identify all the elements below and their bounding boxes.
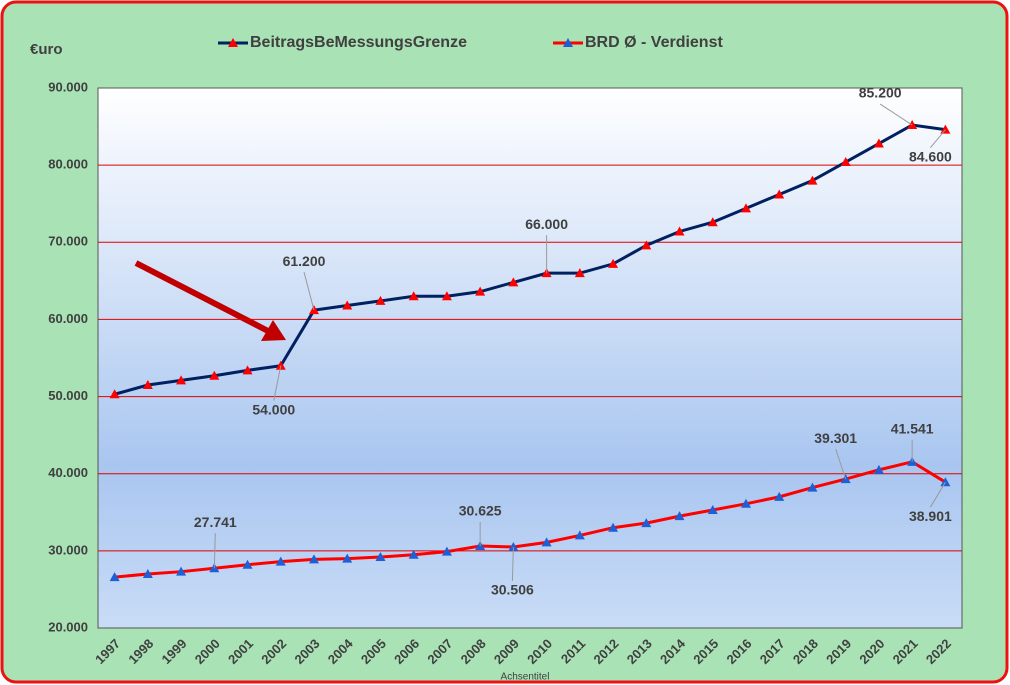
marker: [940, 124, 951, 134]
leader-line: [273, 365, 282, 401]
marker: [873, 464, 884, 474]
leader-line: [511, 546, 514, 581]
data-label: 30.506: [491, 582, 534, 598]
marker: [641, 518, 652, 528]
marker: [807, 175, 818, 185]
y-tick-label: 30.000: [48, 542, 88, 557]
marker: [741, 203, 751, 213]
marker: [707, 504, 718, 514]
data-label: 61.200: [283, 253, 326, 269]
marker: [109, 389, 120, 399]
marker: [408, 291, 419, 301]
marker: [674, 226, 685, 236]
marker: [807, 482, 818, 492]
y-tick-label: 50.000: [48, 388, 88, 403]
leader-line: [303, 272, 315, 311]
marker: [176, 566, 187, 576]
marker: [774, 189, 785, 199]
marker: [441, 291, 452, 301]
marker: [275, 360, 286, 370]
marker: [674, 511, 685, 521]
marker: [840, 157, 851, 167]
marker: [375, 552, 386, 562]
data-label: 30.625: [459, 503, 502, 519]
marker: [508, 277, 519, 287]
marker: [608, 522, 619, 532]
x-axis-label: Achsentitel: [501, 672, 550, 683]
marker: [774, 491, 785, 501]
marker: [441, 546, 452, 556]
marker: [342, 300, 353, 310]
marker: [641, 240, 652, 250]
data-label: 38.901: [909, 508, 952, 524]
legend-label: BRD Ø - Verdienst: [585, 34, 723, 51]
marker: [541, 537, 552, 547]
legend-marker: [563, 38, 573, 47]
data-label: 84.600: [909, 148, 952, 164]
marker: [309, 554, 319, 564]
marker: [508, 541, 519, 551]
marker: [475, 286, 486, 296]
leader-line: [930, 129, 946, 148]
marker: [940, 477, 951, 487]
leader-line: [213, 533, 216, 569]
marker: [242, 365, 253, 375]
marker: [242, 559, 253, 569]
y-tick-label: 70.000: [48, 234, 88, 249]
marker: [342, 553, 353, 563]
marker: [873, 138, 884, 148]
leader-line: [835, 448, 847, 480]
marker: [176, 375, 187, 385]
marker: [142, 380, 153, 389]
data-label: 85.200: [859, 85, 902, 101]
data-label: 54.000: [252, 401, 295, 417]
y-tick-label: 40.000: [48, 465, 88, 480]
y-tick-label: 80.000: [48, 157, 88, 172]
y-tick-label: 60.000: [48, 311, 88, 326]
marker: [608, 258, 619, 268]
leader-line: [929, 481, 946, 508]
series: 27.741 30.625 30.506 39.301 41.541 38.901: [109, 421, 952, 598]
y-tick-label: 90.000: [48, 79, 88, 94]
data-label: 41.541: [891, 421, 934, 437]
series: 54.000 61.200 66.000 85.200 84.600: [109, 85, 952, 417]
marker: [741, 498, 751, 508]
marker: [574, 268, 585, 278]
marker: [209, 370, 220, 380]
leader-line: [879, 103, 913, 126]
marker: [408, 549, 419, 559]
data-label: 27.741: [194, 514, 237, 530]
data-label: 66.000: [525, 216, 568, 232]
legend-label: BeitragsBeMessungsGrenze: [250, 34, 467, 51]
legend-marker: [228, 38, 238, 47]
data-label: 39.301: [814, 430, 857, 446]
marker: [375, 295, 386, 305]
series-line: [114, 123, 946, 396]
marker: [707, 217, 718, 227]
marker: [109, 572, 120, 582]
y-unit-label: €uro: [30, 41, 63, 58]
marker: [275, 556, 286, 566]
series-line: [114, 460, 947, 579]
marker: [142, 569, 153, 578]
marker: [574, 530, 585, 540]
y-tick-label: 20.000: [48, 619, 88, 634]
